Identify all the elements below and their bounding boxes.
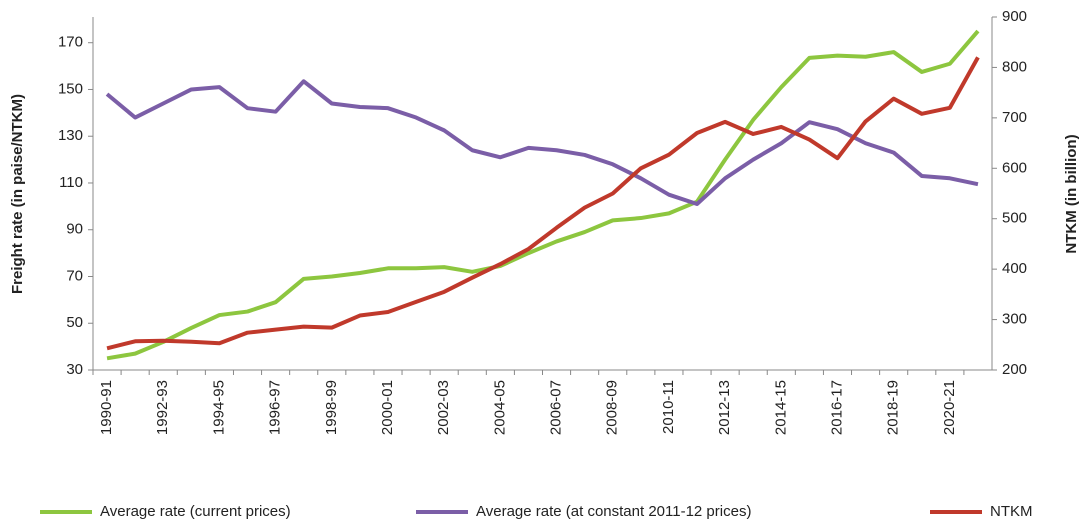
x-tick-label: 1990-91 xyxy=(98,380,115,435)
y2-tick-label: 700 xyxy=(1002,109,1027,126)
y2-tick-label: 600 xyxy=(1002,159,1027,176)
x-tick-label: 2016-17 xyxy=(828,380,845,435)
legend-label: Average rate (at constant 2011-12 prices… xyxy=(476,503,751,520)
x-tick-label: 2018-19 xyxy=(885,380,902,435)
y-tick-label: 110 xyxy=(59,174,83,191)
x-tick-label: 2004-05 xyxy=(491,380,508,435)
legend-label: Average rate (current prices) xyxy=(100,503,291,520)
y2-tick-label: 400 xyxy=(1002,260,1027,277)
series-line xyxy=(105,79,979,207)
series-line xyxy=(106,29,980,361)
y2-tick-label: 200 xyxy=(1002,361,1027,378)
y-tick-label: 50 xyxy=(66,314,83,331)
x-tick-label: 2008-09 xyxy=(604,380,621,435)
x-tick-label: 2000-01 xyxy=(379,380,396,435)
x-tick-label: 2006-07 xyxy=(548,380,565,435)
x-tick-label: 1994-95 xyxy=(210,380,227,435)
y-tick-label: 90 xyxy=(66,221,83,238)
x-tick-label: 1998-99 xyxy=(323,380,340,435)
y-tick-label: 130 xyxy=(58,127,83,144)
y2-tick-label: 500 xyxy=(1002,210,1027,227)
x-tick-label: 2002-03 xyxy=(435,380,452,435)
x-tick-label: 1992-93 xyxy=(154,380,171,435)
x-tick-label: 1996-97 xyxy=(267,380,284,435)
y2-tick-label: 800 xyxy=(1002,58,1027,75)
x-tick-label: 2014-15 xyxy=(772,380,789,435)
y-tick-label: 150 xyxy=(58,80,83,97)
series-line xyxy=(106,56,980,351)
legend-label: NTKM xyxy=(990,503,1033,520)
x-tick-label: 2020-21 xyxy=(941,380,958,435)
y-tick-label: 30 xyxy=(66,361,83,378)
y2-tick-label: 900 xyxy=(1002,8,1027,25)
y-tick-label: 170 xyxy=(58,34,83,51)
y-axis-title: Freight rate (in paise/NTKM) xyxy=(9,94,26,294)
y-tick-label: 70 xyxy=(66,267,83,284)
x-tick-label: 2012-13 xyxy=(716,380,733,435)
x-tick-label: 2010-11 xyxy=(660,380,677,434)
y2-tick-label: 300 xyxy=(1002,311,1027,328)
y2-axis-title: NTKM (in billion) xyxy=(1063,134,1080,253)
